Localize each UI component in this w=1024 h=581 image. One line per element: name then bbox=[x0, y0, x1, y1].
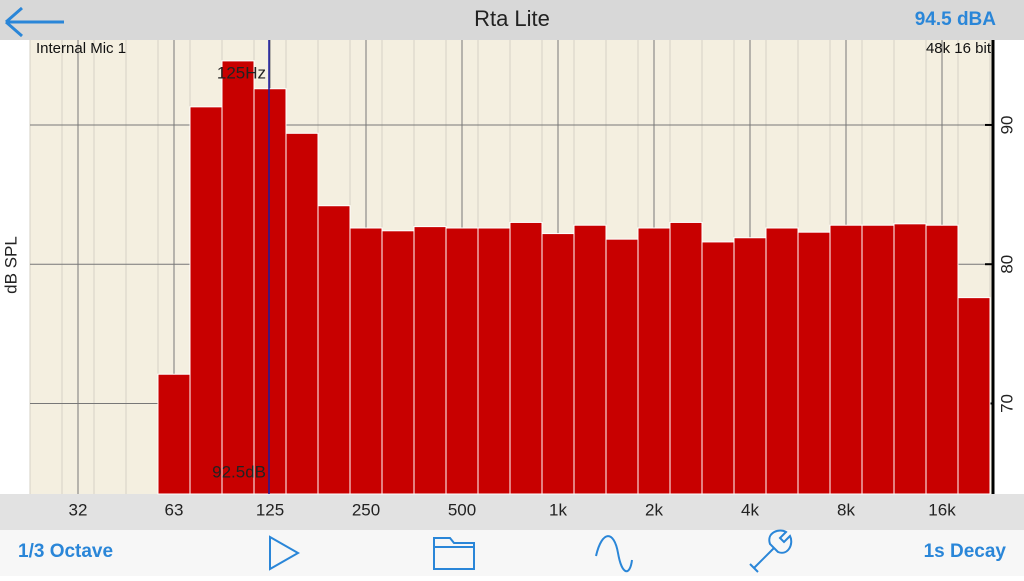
bar bbox=[637, 227, 671, 495]
top-bar bbox=[0, 0, 1024, 40]
bar bbox=[253, 88, 287, 495]
x-tick-label: 250 bbox=[352, 500, 380, 519]
x-tick-label: 32 bbox=[69, 500, 88, 519]
play-button[interactable] bbox=[269, 535, 301, 571]
settings-button[interactable] bbox=[749, 529, 793, 573]
y-tick-label: 70 bbox=[997, 394, 1016, 413]
back-button[interactable] bbox=[5, 6, 64, 38]
app-title: Rta Lite bbox=[474, 6, 550, 31]
bar bbox=[477, 227, 511, 495]
bar bbox=[957, 297, 991, 495]
bar bbox=[445, 227, 479, 495]
x-tick-label: 16k bbox=[928, 500, 956, 519]
input-label: Internal Mic 1 bbox=[36, 40, 126, 57]
bar bbox=[381, 230, 415, 495]
bar bbox=[541, 233, 575, 495]
bar bbox=[925, 224, 959, 495]
band-button[interactable]: 1/3 Octave bbox=[18, 541, 113, 562]
cursor-frequency: 125Hz bbox=[217, 63, 266, 82]
bar bbox=[189, 106, 223, 495]
x-axis-strip bbox=[0, 494, 1024, 530]
x-tick-label: 63 bbox=[165, 500, 184, 519]
decay-button[interactable]: 1s Decay bbox=[924, 541, 1007, 562]
bar bbox=[701, 241, 735, 495]
bar bbox=[509, 221, 543, 495]
bar bbox=[221, 60, 255, 495]
y-tick-label: 90 bbox=[997, 115, 1016, 134]
x-tick-label: 4k bbox=[741, 500, 759, 519]
waveform-button[interactable] bbox=[595, 535, 633, 573]
bar bbox=[893, 223, 927, 495]
bar bbox=[157, 373, 191, 495]
bar bbox=[605, 238, 639, 495]
format-label: 48k 16 bit bbox=[926, 40, 992, 57]
y-axis-label: dB SPL bbox=[1, 236, 20, 294]
folder-button[interactable] bbox=[433, 537, 475, 570]
bar bbox=[797, 231, 831, 495]
bar bbox=[861, 224, 895, 495]
x-tick-label: 1k bbox=[549, 500, 567, 519]
y-tick-label: 80 bbox=[997, 255, 1016, 274]
bar bbox=[317, 205, 351, 495]
bar bbox=[349, 227, 383, 495]
x-tick-label: 125 bbox=[256, 500, 284, 519]
bar bbox=[285, 132, 319, 495]
bar bbox=[413, 226, 447, 495]
bar bbox=[765, 227, 799, 495]
x-tick-label: 8k bbox=[837, 500, 855, 519]
cursor-level: 92.5dB bbox=[212, 462, 266, 481]
bar bbox=[573, 224, 607, 495]
toolbar bbox=[0, 530, 1024, 576]
bar bbox=[829, 224, 863, 495]
x-tick-label: 500 bbox=[448, 500, 476, 519]
level-readout: 94.5 dBA bbox=[915, 9, 997, 30]
bar bbox=[669, 221, 703, 495]
x-tick-label: 2k bbox=[645, 500, 663, 519]
bar bbox=[733, 237, 767, 495]
